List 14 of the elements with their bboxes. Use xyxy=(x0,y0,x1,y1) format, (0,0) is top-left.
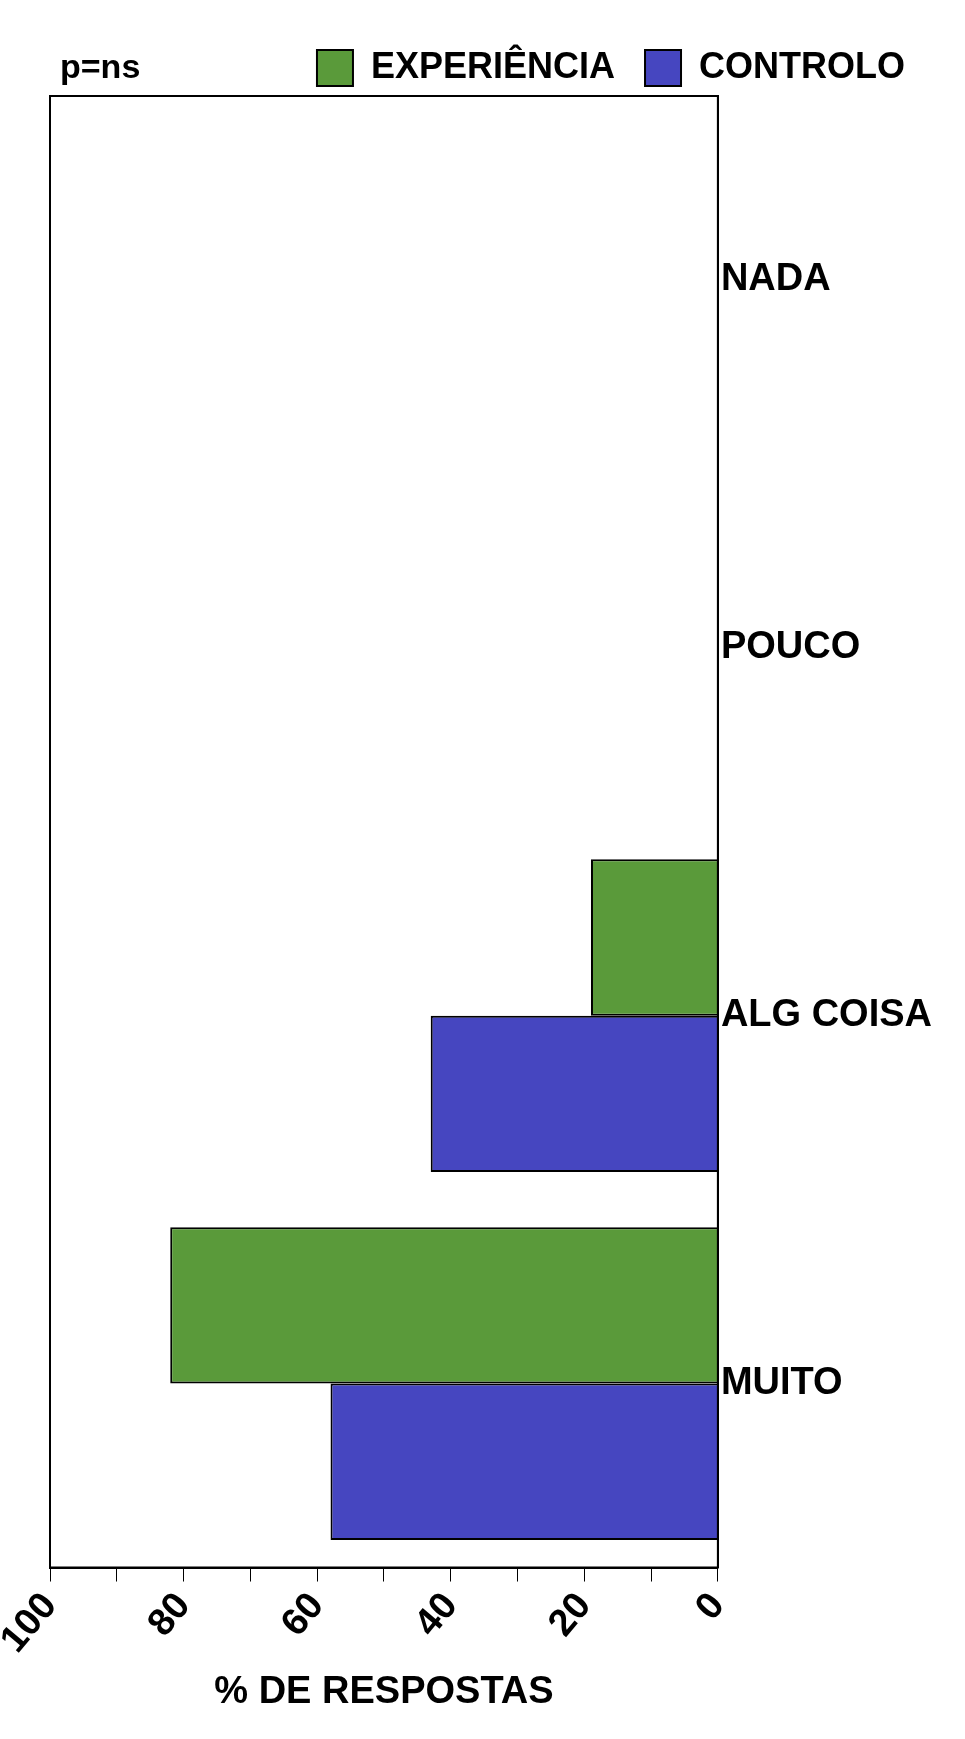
x-tick-label: 20 xyxy=(539,1584,599,1644)
x-tick-label: 80 xyxy=(138,1584,198,1644)
x-tick-label: 100 xyxy=(0,1584,65,1660)
x-tick-label: 0 xyxy=(686,1584,733,1628)
x-axis-title: % DE RESPOSTAS xyxy=(214,1668,554,1711)
y-tick-label: MUITO xyxy=(720,1360,843,1403)
x-tick-label: 40 xyxy=(405,1584,465,1644)
y-tick-label: ALG COISA xyxy=(720,992,933,1035)
legend-label: EXPERIÊNCIA xyxy=(370,43,616,86)
y-tick-label: POUCO xyxy=(720,624,861,667)
legend-label: CONTROLO xyxy=(699,44,905,86)
x-tick-label: 60 xyxy=(271,1584,332,1644)
text: p=ns xyxy=(60,47,141,86)
y-tick-label: NADA xyxy=(720,256,831,299)
